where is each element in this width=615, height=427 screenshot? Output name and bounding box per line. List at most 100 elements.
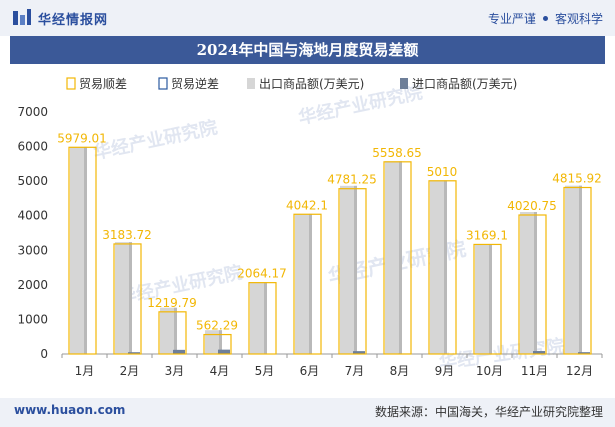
x-tick-label: 7月 <box>345 364 365 378</box>
data-label: 5979.01 <box>57 131 107 145</box>
data-label: 4815.92 <box>552 172 602 186</box>
export-bar-shade <box>309 213 312 354</box>
x-tick-label: 5月 <box>255 364 275 378</box>
y-tick-label: 4000 <box>17 209 48 223</box>
import-bar[interactable] <box>128 352 140 354</box>
data-label: 3183.72 <box>102 228 152 242</box>
surplus-bar[interactable] <box>383 161 412 355</box>
trade-balance-chart: 华经产业研究院 华经产业研究院 华经产业研究院 华经产业研究院 华经产业研究院 … <box>17 76 603 378</box>
tagline-right: 客观科学 <box>554 12 603 26</box>
export-bar-shade <box>534 212 537 354</box>
export-bar[interactable] <box>115 242 132 354</box>
export-bar-shade <box>399 161 402 354</box>
surplus-bar[interactable] <box>113 243 142 355</box>
brand-name: 华经情报网 <box>38 12 109 28</box>
export-bar[interactable] <box>70 146 87 354</box>
export-bar[interactable] <box>205 330 222 354</box>
data-label: 5010 <box>427 165 458 179</box>
legend-label[interactable]: 贸易顺差 <box>79 77 127 91</box>
export-bar-shade <box>174 307 177 354</box>
y-tick-label: 2000 <box>17 278 48 292</box>
surplus-bar[interactable] <box>518 214 547 355</box>
y-tick-label: 6000 <box>17 140 48 154</box>
data-label: 1219.79 <box>147 296 197 310</box>
axes: 0 1000 2000 3000 4000 5000 6000 7000 1月 2月 3月 4月 5月 6… <box>17 105 603 378</box>
export-bar[interactable] <box>520 212 537 354</box>
surplus-bar[interactable] <box>68 146 97 355</box>
y-tick-label: 5000 <box>17 174 48 188</box>
import-bar[interactable] <box>353 351 365 354</box>
legend-swatch <box>400 78 408 89</box>
surplus-bar[interactable] <box>158 311 187 355</box>
surplus-bar[interactable] <box>563 186 592 355</box>
data-label: 4781.25 <box>327 173 377 187</box>
data-label: 5558.65 <box>372 146 422 160</box>
chart-title: 2024年中国与海地月度贸易差额 <box>10 36 605 64</box>
legend-label[interactable]: 出口商品额(万美元) <box>259 76 364 91</box>
surplus-bar[interactable] <box>473 243 502 355</box>
surplus-bar[interactable] <box>293 213 322 355</box>
legend-label[interactable]: 贸易逆差 <box>171 76 219 91</box>
footer: www.huaon.com 数据来源：中国海关，华经产业研究院整理 <box>0 398 615 427</box>
export-bar[interactable] <box>340 185 357 354</box>
x-tick-label: 3月 <box>165 364 185 378</box>
surplus-bar[interactable] <box>428 180 457 355</box>
bars <box>68 146 592 355</box>
x-tick-label: 12月 <box>566 364 593 378</box>
y-tick-label: 7000 <box>17 105 48 119</box>
y-tick-label: 3000 <box>17 243 48 257</box>
data-labels: 5979.01 3183.72 1219.79 562.29 2064.17 4042.1… <box>57 131 602 332</box>
export-bar-shade <box>444 180 447 354</box>
y-tick-label: 1000 <box>17 312 48 326</box>
x-tick-label: 10月 <box>476 364 503 378</box>
import-bar[interactable] <box>533 351 545 354</box>
import-bar[interactable] <box>218 349 230 354</box>
export-bar-shade <box>84 146 87 354</box>
bullet-icon <box>542 16 548 21</box>
footer-url[interactable]: www.huaon.com <box>14 403 126 417</box>
legend-label[interactable]: 进口商品额(万美元) <box>412 76 517 91</box>
x-tick-label: 1月 <box>75 364 95 378</box>
import-bar[interactable] <box>578 352 590 354</box>
x-tick-label: 8月 <box>390 364 410 378</box>
data-label: 3169.1 <box>466 228 508 242</box>
tagline: 专业严谨 客观科学 <box>488 10 603 27</box>
tagline-left: 专业严谨 <box>487 12 536 26</box>
export-bar-shade <box>219 330 222 354</box>
import-bar[interactable] <box>173 349 185 354</box>
export-bar[interactable] <box>430 180 447 354</box>
legend: 贸易顺差 贸易逆差 出口商品额(万美元) 进口商品额(万美元) <box>66 76 517 91</box>
data-label: 562.29 <box>196 319 238 333</box>
surplus-bar[interactable] <box>203 333 232 355</box>
data-label: 4020.75 <box>507 199 557 213</box>
x-tick-label: 4月 <box>210 364 230 378</box>
export-bar-shade <box>129 242 132 354</box>
data-label: 2064.17 <box>237 267 287 281</box>
export-bar[interactable] <box>475 244 492 354</box>
y-tick-label: 0 <box>40 347 48 361</box>
surplus-bar[interactable] <box>248 282 277 355</box>
brand[interactable]: 华经情报网 <box>12 9 109 28</box>
x-tick-label: 6月 <box>300 364 320 378</box>
export-bar[interactable] <box>250 282 267 354</box>
legend-swatch <box>158 77 168 90</box>
export-bar[interactable] <box>385 161 402 354</box>
surplus-bar[interactable] <box>338 188 367 355</box>
export-bar[interactable] <box>295 213 312 354</box>
export-bar[interactable] <box>565 185 582 354</box>
data-label: 4042.1 <box>286 198 328 212</box>
huajing-logo-icon <box>13 9 31 25</box>
export-bar-shade <box>579 185 582 354</box>
x-tick-label: 2月 <box>120 364 140 378</box>
top-bar: 华经情报网 专业严谨 客观科学 <box>0 0 615 36</box>
export-bar-shade <box>489 244 492 354</box>
x-tick-label: 9月 <box>435 364 455 378</box>
export-bar-shade <box>264 282 267 354</box>
legend-swatch <box>247 78 255 89</box>
legend-swatch <box>66 77 76 90</box>
footer-source: 数据来源：中国海关，华经产业研究院整理 <box>374 405 603 419</box>
x-tick-label: 11月 <box>521 364 548 378</box>
export-bar[interactable] <box>160 307 177 354</box>
watermark-text: 华经产业研究院 <box>91 116 219 164</box>
export-bar-shade <box>354 185 357 354</box>
